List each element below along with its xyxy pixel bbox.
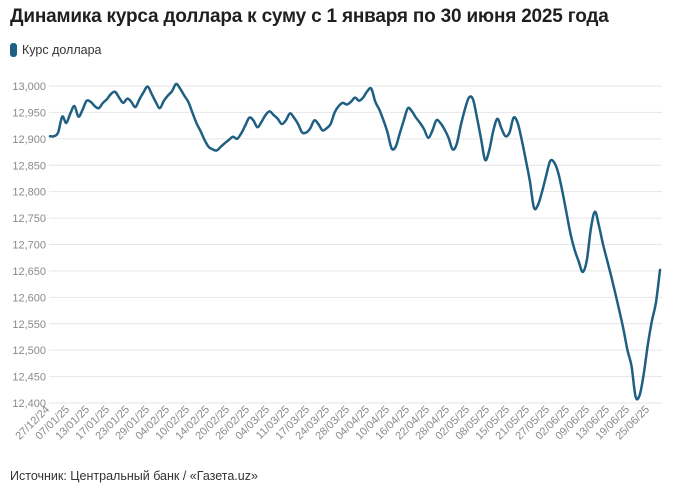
y-tick-label: 12,500 [12,345,46,357]
y-tick-label: 12,650 [12,266,46,278]
chart-legend: Курс доллара [10,42,101,58]
y-tick-label: 12,550 [12,319,46,331]
series-line-0 [48,82,662,401]
y-tick-label: 12,850 [12,160,46,172]
y-tick-label: 12,950 [12,107,46,119]
y-tick-label: 12,600 [12,292,46,304]
y-tick-label: 13,000 [12,81,46,93]
y-tick-label: 12,800 [12,187,46,199]
y-tick-label: 12,900 [12,134,46,146]
legend-swatch [10,43,17,57]
y-tick-label: 12,700 [12,240,46,252]
legend-label: Курс доллара [22,43,102,57]
chart-title: Динамика курса доллара к суму с 1 января… [10,6,609,27]
y-tick-label: 12,450 [12,372,46,384]
y-tick-label: 12,400 [12,398,46,410]
source-note: Источник: Центральный банк / «Газета.uz» [10,469,258,483]
y-tick-label: 12,750 [12,213,46,225]
